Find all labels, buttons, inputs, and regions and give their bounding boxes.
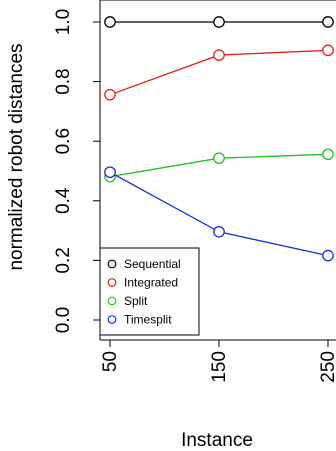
- legend-label-integrated: Integrated: [124, 276, 178, 290]
- y-tick-label: 0.0: [53, 307, 74, 333]
- data-point-integrated: [104, 88, 116, 101]
- data-point-split: [322, 148, 334, 161]
- y-axis: 0.0 0.2 0.4 0.6 0.8 1.0: [53, 9, 100, 333]
- data-point-split: [213, 152, 225, 165]
- x-axis-title: Instance: [181, 430, 253, 451]
- series-layer: [104, 16, 334, 262]
- data-point-integrated: [322, 44, 334, 57]
- legend-marker-sequential: [107, 259, 117, 269]
- series-timesplit: [104, 166, 334, 262]
- data-point-sequential: [213, 16, 225, 28]
- series-sequential: [104, 16, 334, 28]
- legend-marker-split: [107, 296, 117, 306]
- y-axis-title: normalized robot distances: [6, 43, 27, 270]
- series-split: [104, 148, 334, 183]
- legend: Sequential Integrated Split Timesplit: [99, 247, 200, 336]
- data-point-timesplit: [322, 249, 334, 262]
- legend-label-sequential: Sequential: [124, 257, 181, 271]
- legend-marker-timesplit: [107, 315, 117, 324]
- x-tick-label: 250: [318, 351, 336, 383]
- data-point-sequential: [322, 16, 334, 28]
- x-axis: 50 150 250: [100, 340, 336, 383]
- series-line-timesplit: [109, 171, 329, 257]
- y-tick-label: 0.6: [53, 128, 74, 154]
- legend-marker-integrated: [107, 278, 117, 287]
- y-tick-label: 0.4: [53, 187, 74, 214]
- data-point-timesplit: [213, 225, 225, 238]
- data-point-sequential: [104, 16, 116, 28]
- x-tick-label: 50: [100, 351, 121, 372]
- data-point-integrated: [213, 49, 225, 61]
- y-tick-label: 1.0: [53, 9, 74, 35]
- y-tick-label: 0.8: [53, 68, 74, 94]
- x-tick-label: 150: [209, 351, 230, 383]
- legend-label-timesplit: Timesplit: [124, 313, 172, 327]
- series-integrated: [104, 44, 334, 101]
- data-point-timesplit: [104, 166, 116, 179]
- y-tick-label: 0.2: [53, 247, 74, 273]
- legend-box: [99, 247, 200, 336]
- legend-label-split: Split: [124, 294, 148, 308]
